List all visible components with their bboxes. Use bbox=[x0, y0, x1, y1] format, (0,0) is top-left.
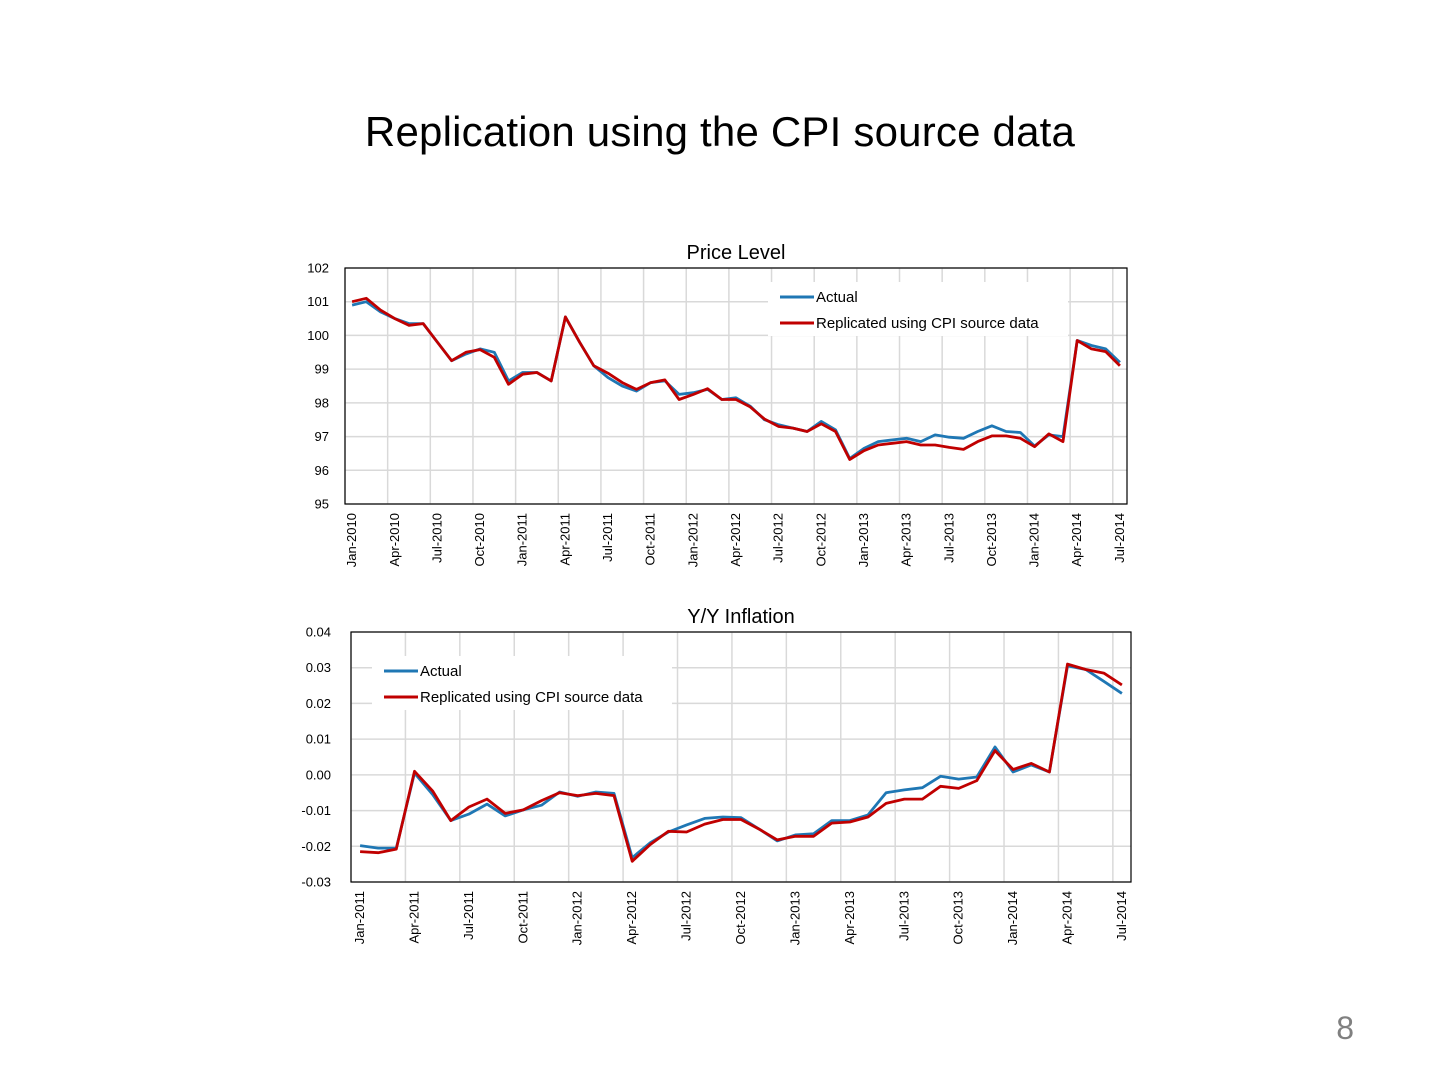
x-tick-label: Jul-2011 bbox=[461, 891, 476, 940]
x-tick-label: Jan-2012 bbox=[570, 891, 585, 945]
y-tick-label: -0.02 bbox=[301, 839, 331, 854]
x-tick-label: Jan-2011 bbox=[352, 891, 367, 944]
x-tick-label: Oct-2013 bbox=[951, 891, 966, 944]
legend: Actual Replicated using CPI source data bbox=[372, 656, 672, 710]
x-tick-label: Jan-2013 bbox=[787, 891, 802, 945]
x-tick-label: Apr-2014 bbox=[1060, 891, 1075, 944]
x-tick-label: Apr-2012 bbox=[624, 891, 639, 944]
legend-label-replicated: Replicated using CPI source data bbox=[420, 689, 643, 706]
legend-background bbox=[768, 282, 1068, 336]
slide-page-number: 8 bbox=[1336, 1010, 1354, 1046]
x-tick-label: Apr-2014 bbox=[1069, 513, 1084, 566]
x-tick-label: Oct-2012 bbox=[733, 891, 748, 944]
x-tick-label: Apr-2013 bbox=[842, 891, 857, 944]
y-tick-label: 100 bbox=[307, 328, 329, 343]
legend-label-replicated: Replicated using CPI source data bbox=[816, 315, 1039, 332]
x-tick-label: Oct-2010 bbox=[472, 513, 487, 566]
x-tick-label: Oct-2012 bbox=[813, 513, 828, 566]
x-tick-label: Jul-2014 bbox=[1112, 513, 1127, 563]
y-tick-label: 95 bbox=[315, 497, 329, 512]
y-tick-label: 99 bbox=[315, 362, 329, 377]
x-tick-label: Jan-2013 bbox=[856, 513, 871, 567]
series-line-replicated bbox=[360, 662, 1123, 863]
x-tick-label: Apr-2011 bbox=[557, 513, 572, 566]
y-tick-label: 0.04 bbox=[306, 625, 331, 640]
y-tick-label: -0.01 bbox=[301, 803, 331, 818]
y-tick-label: 0.03 bbox=[306, 660, 331, 675]
x-tick-label: Jul-2013 bbox=[896, 891, 911, 941]
y-tick-label: 0.00 bbox=[306, 767, 331, 782]
slide-title: Replication using the CPI source data bbox=[364, 108, 1076, 155]
x-tick-label: Apr-2013 bbox=[899, 513, 914, 566]
x-tick-label: Jan-2014 bbox=[1005, 891, 1020, 945]
x-tick-label: Apr-2010 bbox=[387, 513, 402, 566]
y-tick-label: 0.01 bbox=[306, 732, 331, 747]
x-tick-label: Apr-2012 bbox=[728, 513, 743, 566]
chart-title: Price Level bbox=[687, 242, 786, 264]
legend: Actual Replicated using CPI source data bbox=[768, 282, 1068, 336]
x-tick-label: Jan-2014 bbox=[1027, 513, 1042, 567]
yy-inflation-chart: Y/Y Inflation -0.03 -0.02 -0.01 0.00 0.01 0.02… bbox=[301, 606, 1132, 945]
y-tick-label: 96 bbox=[315, 463, 329, 478]
y-tick-label: 98 bbox=[315, 395, 329, 410]
legend-label-actual: Actual bbox=[420, 663, 462, 680]
x-tick-label: Apr-2011 bbox=[406, 891, 421, 944]
series-line-actual bbox=[359, 664, 1123, 860]
plot-border bbox=[344, 267, 1128, 505]
x-tick-label: Oct-2011 bbox=[515, 891, 530, 944]
x-tick-label: Jul-2014 bbox=[1114, 891, 1129, 941]
plot-border bbox=[350, 631, 1132, 883]
legend-background bbox=[372, 656, 672, 710]
x-tick-label: Jan-2012 bbox=[685, 513, 700, 567]
x-tick-label: Oct-2013 bbox=[984, 513, 999, 566]
y-tick-label: 0.02 bbox=[306, 696, 331, 711]
y-tick-label: 97 bbox=[315, 429, 329, 444]
x-tick-label: Jan-2010 bbox=[344, 513, 359, 567]
x-tick-label: Jul-2012 bbox=[679, 891, 694, 941]
y-tick-label: 102 bbox=[307, 261, 329, 276]
price-level-chart: Price Level 95 96 97 98 99 100 101 102 Jan-2010 Ap… bbox=[307, 242, 1128, 567]
x-tick-label: Oct-2011 bbox=[643, 513, 658, 566]
series-line-replicated bbox=[351, 296, 1121, 461]
y-tick-label: 101 bbox=[307, 294, 329, 309]
y-tick-label: -0.03 bbox=[301, 875, 331, 890]
x-tick-label: Jan-2011 bbox=[515, 513, 530, 566]
x-tick-label: Jul-2010 bbox=[429, 513, 444, 563]
chart-title: Y/Y Inflation bbox=[687, 606, 794, 628]
x-tick-label: Jul-2011 bbox=[600, 513, 615, 562]
x-tick-label: Jul-2013 bbox=[941, 513, 956, 563]
x-tick-label: Jul-2012 bbox=[771, 513, 786, 563]
legend-label-actual: Actual bbox=[816, 289, 858, 306]
